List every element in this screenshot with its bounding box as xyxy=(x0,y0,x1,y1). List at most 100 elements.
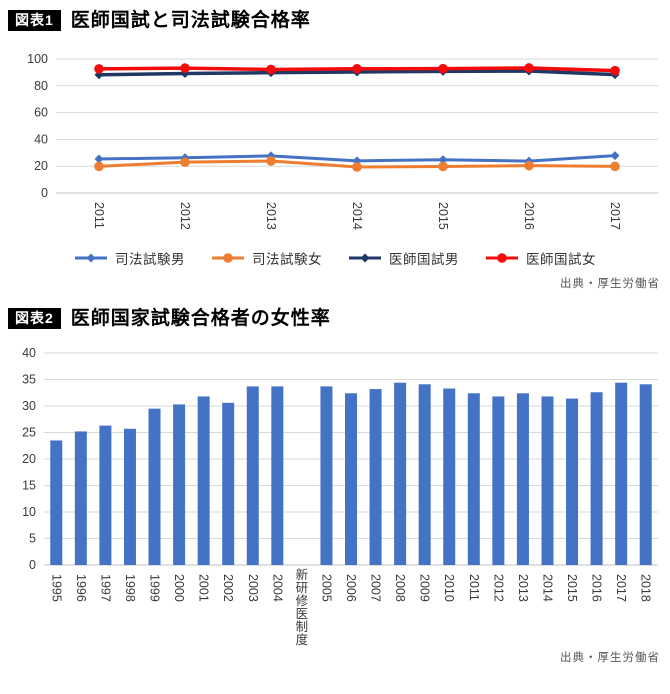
data-point-marker xyxy=(266,156,276,166)
x-axis-tick-label: 2002 xyxy=(221,574,235,602)
y-axis-tick-label: 100 xyxy=(27,52,48,66)
bar-2018 xyxy=(639,384,652,565)
legend-item: 司法試験女 xyxy=(211,248,322,268)
x-axis-tick-label: 2005 xyxy=(319,574,333,602)
data-point-marker xyxy=(438,155,448,165)
data-point-marker xyxy=(180,157,190,167)
x-axis-tick-label: 2018 xyxy=(639,574,653,602)
data-point-marker xyxy=(360,253,370,263)
bar-2007 xyxy=(369,389,382,565)
bar-2000 xyxy=(173,404,186,565)
data-point-marker xyxy=(610,161,620,172)
data-point-marker xyxy=(497,253,507,263)
bar-1997 xyxy=(99,425,112,565)
figure2-title: 医師国家試験合格者の女性率 xyxy=(70,308,331,329)
line-chart-pass-rates: 0 20 40 60 80 100 2011 2012 2013 2014 2015 2016 2017 xyxy=(27,52,658,230)
data-point-marker xyxy=(610,151,620,161)
data-point-marker xyxy=(352,162,362,172)
y-axis-tick-label: 0 xyxy=(29,558,36,572)
figure2-source: 出典・厚生労働省 xyxy=(560,652,660,664)
x-axis-tick-label: 2013 xyxy=(264,202,278,230)
bar-2010 xyxy=(443,388,456,565)
y-axis-tick-label: 60 xyxy=(34,106,48,120)
x-axis-tick-label: 2000 xyxy=(172,574,186,602)
legend-item-label: 司法試験男 xyxy=(115,252,185,267)
x-axis-tick-label: 2006 xyxy=(344,574,358,602)
x-axis-tick-label: 2007 xyxy=(369,574,383,602)
x-axis-tick-label: 2016 xyxy=(522,202,536,230)
bar-2013 xyxy=(516,393,529,565)
x-axis-tick-label: 2014 xyxy=(350,202,364,230)
data-point-marker xyxy=(610,65,620,76)
x-axis-tick-label: 2011 xyxy=(92,202,106,229)
bar-2001 xyxy=(197,396,210,565)
circle-line-marker-icon xyxy=(212,253,244,263)
data-point-marker xyxy=(266,64,276,75)
bar-2014 xyxy=(541,396,554,565)
x-axis-tick-label: 2017 xyxy=(608,202,622,230)
x-axis-tick-label: 2015 xyxy=(565,574,579,602)
diamond-line-marker-icon xyxy=(349,253,381,263)
figure1-badge: 図表1 xyxy=(8,10,61,31)
x-axis-tick-label: 2011 xyxy=(467,574,481,601)
x-axis-tick-label: 1996 xyxy=(74,574,88,602)
bar-2008 xyxy=(394,382,407,565)
bar-2009 xyxy=(418,384,431,565)
figure1-title: 医師国試と司法試験合格率 xyxy=(70,10,311,31)
bar-2006 xyxy=(345,393,357,565)
bar-1996 xyxy=(74,431,87,565)
y-axis-tick-label: 35 xyxy=(22,373,36,387)
figure2-badge: 図表2 xyxy=(8,308,61,329)
data-point-marker xyxy=(86,253,96,263)
bar-1995 xyxy=(50,440,63,565)
figure1-source: 出典・厚生労働省 xyxy=(560,278,660,290)
legend-item-label: 医師国試男 xyxy=(389,252,459,267)
legend-item-label: 司法試験女 xyxy=(252,252,322,267)
bar-chart-female-rate: 0 5 10 15 20 25 30 35 40 1995 1996 1997 1998 1999 2000… xyxy=(22,346,658,647)
y-axis-tick-label: 5 xyxy=(29,532,36,546)
bar-2011 xyxy=(467,393,480,565)
circle-line-marker-icon xyxy=(486,253,518,263)
figure1-header: 図表1 医師国試と司法試験合格率 xyxy=(8,10,670,31)
y-axis-tick-label: 10 xyxy=(22,505,36,519)
data-point-marker xyxy=(94,64,104,74)
data-point-marker xyxy=(180,63,190,73)
figure1-section: 図表1 医師国試と司法試験合格率 0 20 40 60 80 100 2011 2012 201… xyxy=(0,10,670,291)
data-point-marker xyxy=(524,63,534,73)
x-axis-tick-label: 新研修医制度 xyxy=(296,567,309,647)
line-chart-legend: 司法試験男 司法試験女 医師国試男 医師国試女 xyxy=(0,247,670,269)
y-axis-tick-label: 15 xyxy=(22,479,36,493)
legend-item-label: 医師国試女 xyxy=(526,252,596,267)
x-axis-tick-label: 2003 xyxy=(246,574,260,602)
x-axis-tick-label: 2014 xyxy=(540,574,554,602)
y-axis-tick-label: 20 xyxy=(34,159,48,173)
bar-2002 xyxy=(222,402,235,565)
diamond-line-marker-icon xyxy=(75,253,107,263)
x-axis-tick-label: 2004 xyxy=(270,574,284,602)
x-axis-tick-label: 2012 xyxy=(178,202,192,230)
data-point-marker xyxy=(438,63,448,74)
legend-item: 医師国試男 xyxy=(348,248,459,268)
data-point-marker xyxy=(524,160,534,171)
bar-2017 xyxy=(615,382,628,565)
bar-2012 xyxy=(492,396,505,565)
x-axis-tick-label: 2010 xyxy=(442,574,456,602)
data-point-marker xyxy=(94,161,104,172)
figure2-header: 図表2 医師国家試験合格者の女性率 xyxy=(8,308,670,329)
x-axis-tick-label: 1997 xyxy=(98,574,112,602)
data-point-marker xyxy=(94,70,104,80)
data-point-marker xyxy=(352,63,362,74)
y-axis-tick-label: 80 xyxy=(34,79,48,93)
bar-2005 xyxy=(320,386,333,565)
y-axis-tick-label: 0 xyxy=(41,186,48,200)
y-axis-tick-label: 30 xyxy=(22,399,36,413)
bar-1999 xyxy=(148,408,161,565)
y-axis-tick-label: 25 xyxy=(22,426,36,440)
x-axis-tick-label: 1998 xyxy=(123,574,137,602)
data-point-marker xyxy=(223,253,233,263)
bar-2004 xyxy=(271,386,284,565)
x-axis-tick-label: 1995 xyxy=(49,574,63,602)
data-point-marker xyxy=(438,161,448,172)
x-axis-tick-label: 2008 xyxy=(393,574,407,602)
y-axis-tick-label: 40 xyxy=(34,132,48,146)
